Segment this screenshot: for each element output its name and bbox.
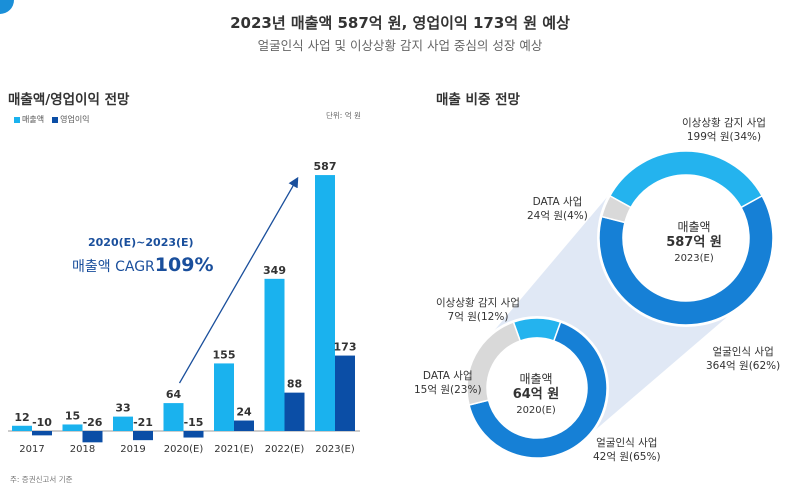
donut-2020-anomaly-value: 7억 원(12%) <box>447 311 509 323</box>
donut-2020-slice-anomaly <box>512 317 562 342</box>
donut-section-title: 매출 비중 전망 <box>436 92 520 108</box>
donut-2023-hole <box>623 175 749 301</box>
bar-section-title: 매출액/영업이익 전망 <box>8 92 130 108</box>
donut-2023-face-name: 얼굴인식 사업 <box>712 346 774 358</box>
label-revenue-2022(E): 349 <box>263 264 286 277</box>
bar-operating-income-2021(E) <box>234 420 254 431</box>
bar-revenue-2019 <box>113 416 133 431</box>
legend-label-revenue: 매출액 <box>22 115 45 124</box>
donut-2020-anomaly-name: 이상상황 감지 사업 <box>436 297 520 309</box>
donut-2023-data-label: DATA 사업 24억 원(4%) <box>527 195 588 223</box>
donut-2023-anomaly-value: 199억 원(34%) <box>686 131 762 143</box>
donut-2020-hole <box>487 338 587 438</box>
donut-2020-data-label: DATA 사업 15억 원(23%) <box>414 369 482 397</box>
donut-2020-center-amount: 64억 원 <box>512 387 560 402</box>
label-operating-income-2023(E): 173 <box>334 341 357 354</box>
donut-2020-data-name: DATA 사업 <box>422 370 473 382</box>
footnote: 주: 증권신고서 기준 <box>10 475 73 484</box>
label-revenue-2017: 12 <box>14 411 29 424</box>
donut-2020-center: 매출액 64억 원 2020(E) <box>501 371 571 419</box>
donut-2020-face-label: 얼굴인식 사업 42억 원(65%) <box>593 436 661 464</box>
legend-item-operating-income: 영업이익 <box>52 114 90 125</box>
donut-2020-data-value: 15억 원(23%) <box>414 384 482 396</box>
bar-operating-income-2023(E) <box>335 355 355 431</box>
category-label-2020(E): 2020(E) <box>164 444 204 455</box>
bar-operating-income-2018 <box>82 431 103 443</box>
category-label-2019: 2019 <box>120 444 145 455</box>
donut-2020-anomaly-label: 이상상황 감지 사업 7억 원(12%) <box>436 296 520 324</box>
category-label-2018: 2018 <box>70 444 95 455</box>
donut-2020-center-year: 2020(E) <box>516 405 556 416</box>
donut-2020-face-name: 얼굴인식 사업 <box>596 437 658 449</box>
donut-2023-data-name: DATA 사업 <box>532 196 583 208</box>
label-revenue-2023(E): 587 <box>314 160 337 173</box>
bar-revenue-2021(E) <box>214 363 234 431</box>
page-subtitle: 얼굴인식 사업 및 이상상황 감지 사업 중심의 성장 예상 <box>257 38 543 53</box>
donut-2023-center-amount: 587억 원 <box>666 235 722 250</box>
legend-swatch-revenue <box>14 116 20 123</box>
label-operating-income-2020(E): -15 <box>184 416 204 429</box>
bar-chart: 12 -10 2017 15-26 2018 33-21 2019 64 -15 2020(E) 1… <box>8 160 360 455</box>
donut-2023-face-value: 364억 원(62%) <box>706 360 781 372</box>
bar-operating-income-2017 <box>32 431 52 436</box>
donut-2023-center-label: 매출액 <box>677 220 711 234</box>
cagr-prefix: 매출액 CAGR <box>72 259 155 275</box>
label-operating-income-2017: -10 <box>32 416 52 429</box>
bar-operating-income-2022(E) <box>284 392 305 431</box>
label-revenue-2019: 33 <box>115 402 130 415</box>
bar-revenue-2023(E) <box>315 175 335 431</box>
donut-2023-face-label: 얼굴인식 사업 364억 원(62%) <box>706 345 780 373</box>
bar-revenue-2017 <box>12 425 32 431</box>
legend-item-revenue: 매출액 <box>14 114 44 125</box>
unit-label: 단위: 억 원 <box>326 111 361 120</box>
bar-revenue-2022(E) <box>264 278 285 431</box>
legend-swatch-operating-income <box>52 116 59 123</box>
label-revenue-2018: 15 <box>65 409 80 422</box>
category-label-2023(E): 2023(E) <box>315 444 355 455</box>
label-operating-income-2022(E): 88 <box>287 378 302 391</box>
donut-2023-data-value: 24억 원(4%) <box>527 210 588 222</box>
label-revenue-2021(E): 155 <box>213 348 236 361</box>
category-label-2017: 2017 <box>19 444 44 455</box>
label-operating-income-2019: -21 <box>133 416 153 429</box>
donut-2020-face-value: 42억 원(65%) <box>593 451 661 463</box>
category-label-2022(E): 2022(E) <box>265 444 305 455</box>
bar-revenue-2018 <box>62 424 83 431</box>
label-revenue-2020(E): 64 <box>166 388 182 401</box>
bar-legend: 매출액 영업이익 <box>14 114 90 125</box>
bar-operating-income-2019 <box>133 431 153 441</box>
donut-2023-center: 매출액 587억 원 2023(E) <box>654 219 734 267</box>
donut-2020-center-label: 매출액 <box>519 372 553 386</box>
donut-2023-anomaly-name: 이상상황 감지 사업 <box>682 117 766 129</box>
cagr-value: 109% <box>154 254 214 276</box>
cagr-period: 2020(E)~2023(E) <box>88 236 194 249</box>
bar-revenue-2020(E) <box>163 403 184 431</box>
legend-label-operating-income: 영업이익 <box>60 115 90 124</box>
label-operating-income-2018: -26 <box>83 416 103 429</box>
bar-operating-income-2020(E) <box>183 431 204 438</box>
page-title: 2023년 매출액 587억 원, 영업이익 173억 원 예상 <box>230 14 570 32</box>
category-label-2021(E): 2021(E) <box>214 444 254 455</box>
donut-2023-anomaly-label: 이상상황 감지 사업 199억 원(34%) <box>682 116 766 144</box>
cagr-arrow <box>178 176 299 384</box>
label-operating-income-2021(E): 24 <box>236 406 252 419</box>
cagr-text: 매출액 CAGR109% <box>72 254 213 276</box>
donut-2023-center-year: 2023(E) <box>674 253 714 264</box>
